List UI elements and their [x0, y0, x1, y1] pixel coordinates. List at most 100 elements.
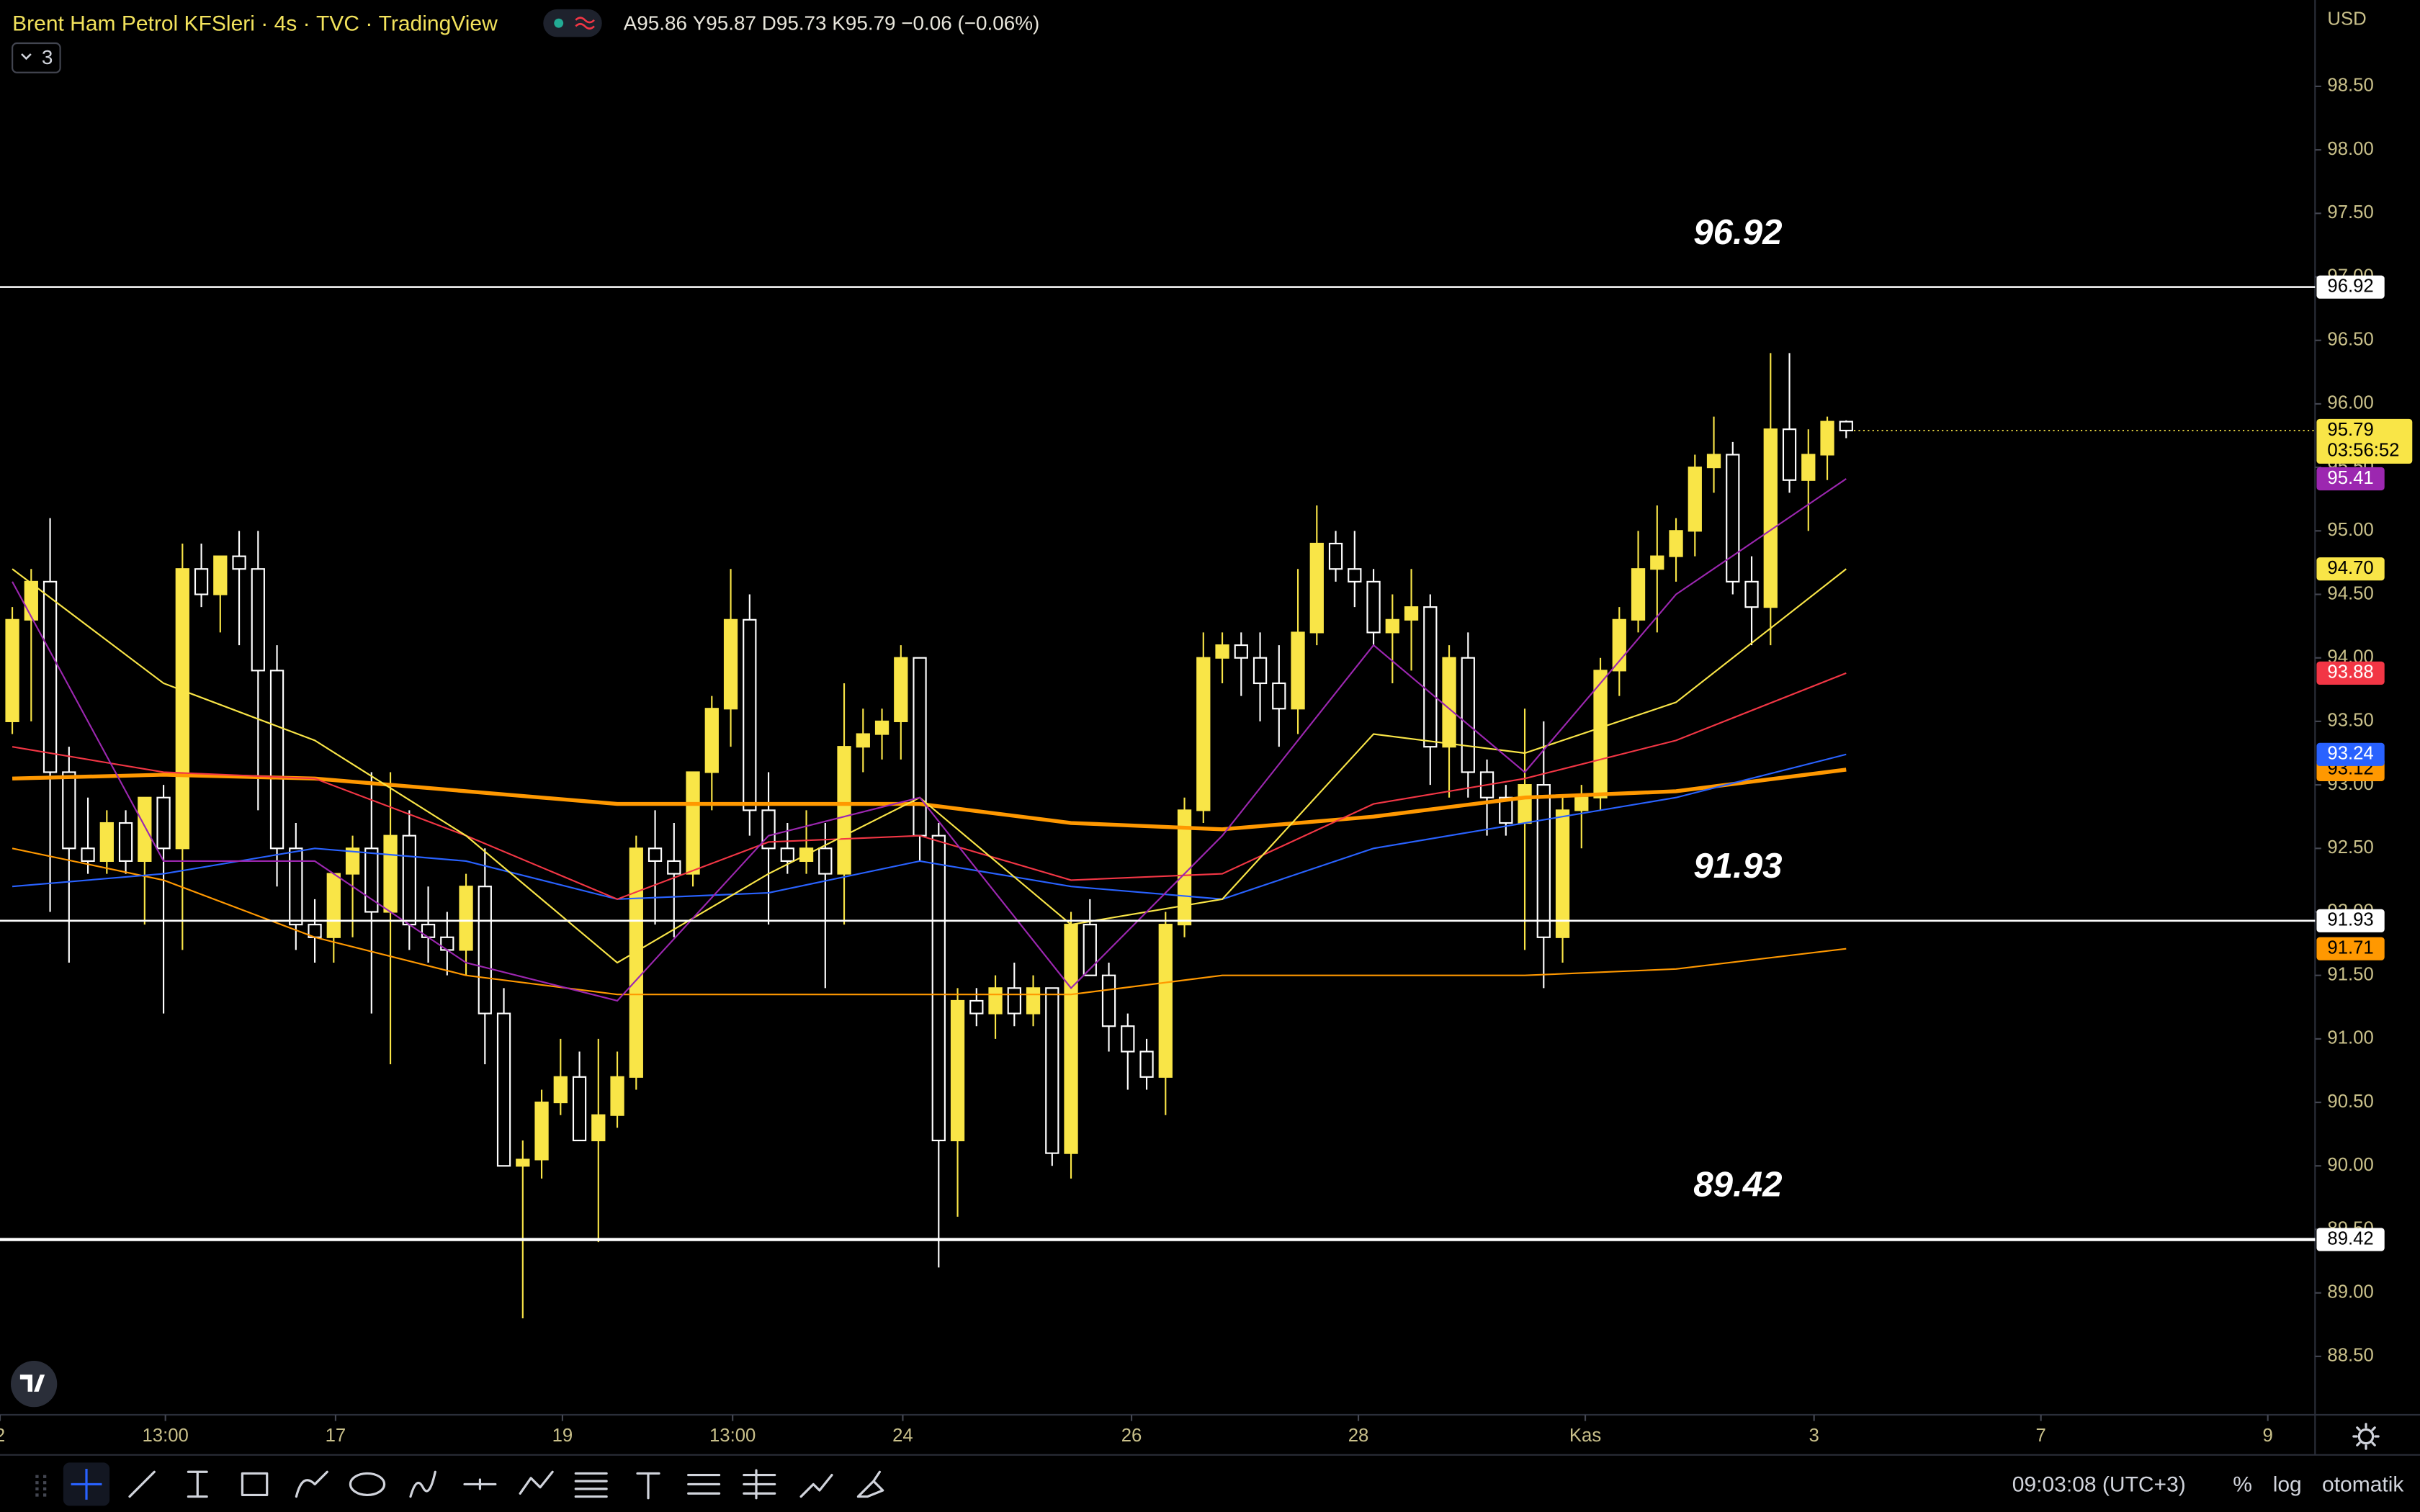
- candle-body: [553, 1076, 568, 1104]
- candle-body: [1007, 987, 1021, 1014]
- candle-body: [1706, 454, 1721, 469]
- settings[interactable]: [2352, 1423, 2380, 1450]
- candle-body: [1196, 657, 1211, 811]
- candle-body: [62, 771, 76, 850]
- candle-body: [99, 822, 114, 863]
- ellipse-tool[interactable]: [349, 1472, 386, 1497]
- x-tick-label: 19: [552, 1426, 573, 1446]
- candle-body: [1423, 606, 1438, 748]
- pitchfork-tool[interactable]: [687, 1473, 721, 1495]
- tv-logo[interactable]: [11, 1361, 58, 1408]
- candle-body: [988, 987, 1003, 1014]
- candle-body: [118, 822, 133, 863]
- candle-body: [610, 1076, 624, 1116]
- y-tick-label: 90.50: [2327, 1092, 2373, 1112]
- chevron: [21, 53, 32, 60]
- last-price-text: 95.79: [2327, 420, 2373, 440]
- candle-body: [1121, 1025, 1135, 1053]
- x-tick-label: 17: [326, 1426, 346, 1446]
- indicator-count[interactable]: 3: [42, 46, 53, 68]
- level-label: 96.92: [1693, 212, 1782, 252]
- indicator-toggle[interactable]: [12, 42, 61, 73]
- y-tick-label: 96.50: [2327, 330, 2373, 350]
- level-badge: [2316, 1228, 2385, 1251]
- ma-line: [12, 478, 1847, 1002]
- candle-body: [1064, 924, 1078, 1154]
- level-badge: [2316, 275, 2385, 299]
- rectangle-tool[interactable]: [241, 1472, 269, 1497]
- projection-tool[interactable]: [743, 1469, 776, 1500]
- brush-tool[interactable]: [295, 1470, 328, 1498]
- interval[interactable]: 4s: [274, 12, 297, 35]
- polyline-tool[interactable]: [519, 1470, 554, 1495]
- measure-tool[interactable]: [799, 1473, 833, 1498]
- candle-body: [289, 847, 303, 926]
- separator: ·: [303, 12, 310, 35]
- y-tick-label: 91.50: [2327, 964, 2373, 984]
- gear-teeth: [2352, 1423, 2380, 1450]
- auto-toggle[interactable]: otomatik: [2322, 1472, 2404, 1496]
- percent-toggle[interactable]: %: [2233, 1472, 2252, 1496]
- clock[interactable]: 09:03:08 (UTC+3): [2012, 1472, 2186, 1496]
- ma-badge: [2316, 937, 2385, 960]
- fib-tool[interactable]: [574, 1472, 608, 1498]
- y-tick-label: 98.00: [2327, 139, 2373, 159]
- candle-body: [5, 618, 19, 722]
- y-tick-label: 88.50: [2327, 1346, 2373, 1366]
- x-tick-label: 9: [2263, 1426, 2273, 1446]
- candle-body: [1272, 682, 1286, 710]
- candle-body: [345, 847, 360, 875]
- symbol-header[interactable]: Brent Ham Petrol KFSleri · 4s · TVC · Tr…: [12, 12, 498, 35]
- candle-body: [269, 670, 284, 850]
- log-toggle[interactable]: log: [2273, 1472, 2302, 1496]
- market-status[interactable]: [543, 9, 602, 37]
- ma-line: [12, 753, 1847, 900]
- text-line-tool[interactable]: [187, 1470, 208, 1498]
- candle-body: [1252, 657, 1268, 685]
- candle-body: [459, 886, 473, 951]
- candle-body: [534, 1102, 549, 1161]
- drawing-toolbar: [35, 1462, 884, 1506]
- status-dot: [554, 18, 564, 28]
- text-tool[interactable]: [636, 1472, 660, 1500]
- candle-body: [1158, 924, 1173, 1078]
- symbol[interactable]: Brent Ham Petrol KFSleri: [12, 12, 255, 35]
- status-icon: [575, 17, 595, 30]
- y-tick-label: 89.00: [2327, 1282, 2373, 1302]
- candle-body: [1726, 454, 1740, 582]
- ma-badge-text: 95.41: [2327, 468, 2373, 488]
- candle-body: [1688, 467, 1702, 532]
- y-tick-label: 92.50: [2327, 837, 2373, 858]
- candle-body: [421, 924, 436, 938]
- ohlc-value: 95.73: [776, 12, 827, 35]
- currency[interactable]: USD: [2327, 9, 2366, 30]
- y-tick-label: 95.00: [2327, 520, 2373, 540]
- crosshair-tool[interactable]: [71, 1469, 102, 1500]
- candle-body: [969, 999, 984, 1014]
- level-label: 89.42: [1693, 1165, 1782, 1205]
- curve-tool[interactable]: [409, 1470, 436, 1498]
- ma-badge: [2316, 557, 2385, 581]
- x-tick-label: 26: [1121, 1426, 1142, 1446]
- candle-body: [743, 618, 757, 811]
- ray-tool[interactable]: [463, 1478, 497, 1490]
- separator: ·: [261, 12, 268, 35]
- last-price-badge: [2316, 418, 2413, 464]
- candle-body: [1101, 974, 1116, 1027]
- trend-line-tool[interactable]: [128, 1470, 156, 1498]
- candle-body: [818, 847, 833, 875]
- y-tick-label: 96.00: [2327, 393, 2373, 413]
- candle-body: [667, 860, 681, 875]
- eraser-tool[interactable]: [856, 1470, 884, 1498]
- ohlc-value: 95.87: [706, 12, 756, 35]
- source: TradingView: [379, 12, 498, 35]
- ohlc-label: Y: [693, 12, 707, 35]
- candle-body: [364, 847, 379, 913]
- candle-body: [1461, 657, 1475, 773]
- candle-body: [1291, 631, 1305, 710]
- candle-body: [1215, 644, 1229, 659]
- candle-body: [704, 708, 719, 773]
- candle-body: [1744, 580, 1759, 608]
